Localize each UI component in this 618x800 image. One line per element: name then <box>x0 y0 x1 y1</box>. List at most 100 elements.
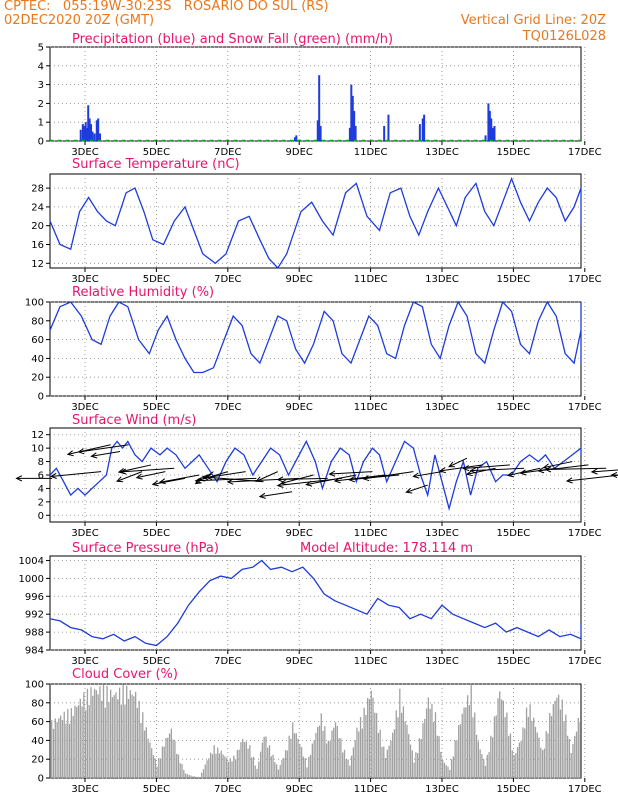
precip-ytick-label: 5 <box>38 43 44 54</box>
cloud-bar <box>195 776 197 778</box>
precip-bar <box>423 114 426 141</box>
wind-arrow-head <box>469 467 477 474</box>
rh-xtick-label: 11DEC <box>354 402 388 413</box>
rh-line <box>49 300 582 374</box>
cloud-bar <box>134 691 137 778</box>
cloud-bar <box>538 737 540 778</box>
wind-arrow-head <box>135 473 143 480</box>
cloud-bar <box>204 764 206 778</box>
pressure-line <box>49 559 582 647</box>
wind-ytick-label: 4 <box>38 484 44 495</box>
cloud-bar <box>515 753 517 778</box>
cloud-bar <box>566 735 569 778</box>
cloud-bar <box>541 750 544 778</box>
cloud-bar <box>524 728 526 778</box>
wind-xtick-label: 13DEC <box>425 528 459 539</box>
cloud-bar <box>163 746 165 778</box>
cloud-bar <box>574 735 576 778</box>
cloud-bar <box>124 704 126 778</box>
cloud-bar <box>431 703 433 778</box>
cloud-bar <box>575 731 578 778</box>
precip-bar <box>484 135 487 141</box>
wind-arrow-head <box>537 467 545 474</box>
cloud-bar <box>140 722 142 778</box>
cloud-bar <box>552 704 554 778</box>
cloud-bar <box>477 741 479 778</box>
wind-arrow <box>306 474 357 486</box>
cloud-bar <box>272 754 274 778</box>
cloud-bar <box>556 697 558 778</box>
temp-ytick-label: 24 <box>31 202 44 213</box>
wind-arrow-head <box>258 492 266 499</box>
wind-arrow-head <box>348 476 355 483</box>
cloud-bar <box>486 754 488 778</box>
cloud-bar <box>474 712 476 778</box>
cloud-xtick-label: 17DEC <box>568 784 602 795</box>
precip-xtick-label: 3DEC <box>71 147 98 158</box>
cloud-bar <box>388 745 390 778</box>
cloud-bar <box>136 707 139 778</box>
precip-bar <box>84 122 87 141</box>
cloud-bar <box>192 776 194 778</box>
wind-xtick-label: 15DEC <box>497 528 531 539</box>
cloud-bar <box>363 707 365 778</box>
precip-bar <box>487 103 490 141</box>
wind-arrow <box>116 471 143 482</box>
cloud-bar <box>500 699 503 778</box>
cloud-bar <box>352 747 355 778</box>
cloud-bar <box>497 698 499 778</box>
precip-title: Precipitation (blue) and Snow Fall (gree… <box>72 32 393 47</box>
cloud-bar <box>74 705 76 778</box>
header-location: CPTEC: 055:19W-30:23S ROSARIO DO SUL (RS… <box>4 0 329 14</box>
cloud-bar <box>579 722 581 778</box>
wind-xtick-label: 11DEC <box>354 528 388 539</box>
cloud-bar <box>374 712 376 778</box>
cloud-bar <box>424 718 426 778</box>
cloud-bar <box>81 706 83 778</box>
cloud-bar <box>381 746 383 778</box>
rh-frame <box>49 301 582 397</box>
cloud-bar <box>329 741 331 778</box>
temp-title: Surface Temperature (nC) <box>72 157 240 172</box>
temp-xtick-label: 5DEC <box>143 274 170 285</box>
cloud-bar <box>411 750 413 778</box>
cloud-bar <box>288 735 290 778</box>
cloud-bar <box>249 745 251 778</box>
wind-arrow-head <box>412 472 420 479</box>
cloud-xtick-label: 5DEC <box>143 784 170 795</box>
cloud-bar <box>97 694 99 778</box>
precip-bar <box>295 135 298 141</box>
cloud-bar <box>281 759 283 778</box>
cloud-bar <box>340 738 342 778</box>
cloud-bar <box>456 739 458 778</box>
cloud-bar <box>67 709 69 778</box>
cloud-bar <box>52 728 55 778</box>
cloud-bar <box>154 758 156 778</box>
cloud-bar <box>400 712 403 778</box>
precip-bar <box>79 129 82 141</box>
precip-bar <box>348 127 351 141</box>
cloud-bar <box>479 749 481 778</box>
cloud-bar <box>159 758 162 778</box>
cloud-ytick-label: 80 <box>31 698 44 709</box>
cloud-bar <box>286 750 289 778</box>
cloud-ytick-label: 40 <box>31 736 44 747</box>
rh-xtick-label: 15DEC <box>497 402 531 413</box>
cloud-bar <box>568 738 571 778</box>
header-datetime: 02DEC2020 20Z (GMT) <box>4 13 155 28</box>
precip-bar <box>350 84 353 141</box>
cloud-bar <box>325 743 328 778</box>
cloud-bar <box>458 724 460 778</box>
cloud-bar <box>402 706 405 778</box>
cloud-bar <box>234 759 237 778</box>
cloud-bar <box>256 768 258 778</box>
cloud-bar <box>92 695 94 778</box>
cloud-bar <box>292 722 294 778</box>
temp-xtick-label: 15DEC <box>497 274 531 285</box>
cloud-bar <box>156 766 158 778</box>
precip-bar <box>491 127 494 141</box>
cloud-bar <box>90 687 92 778</box>
precip-bar <box>86 127 89 141</box>
wind-arrow <box>507 467 541 476</box>
pressure-xtick-label: 15DEC <box>497 656 531 667</box>
